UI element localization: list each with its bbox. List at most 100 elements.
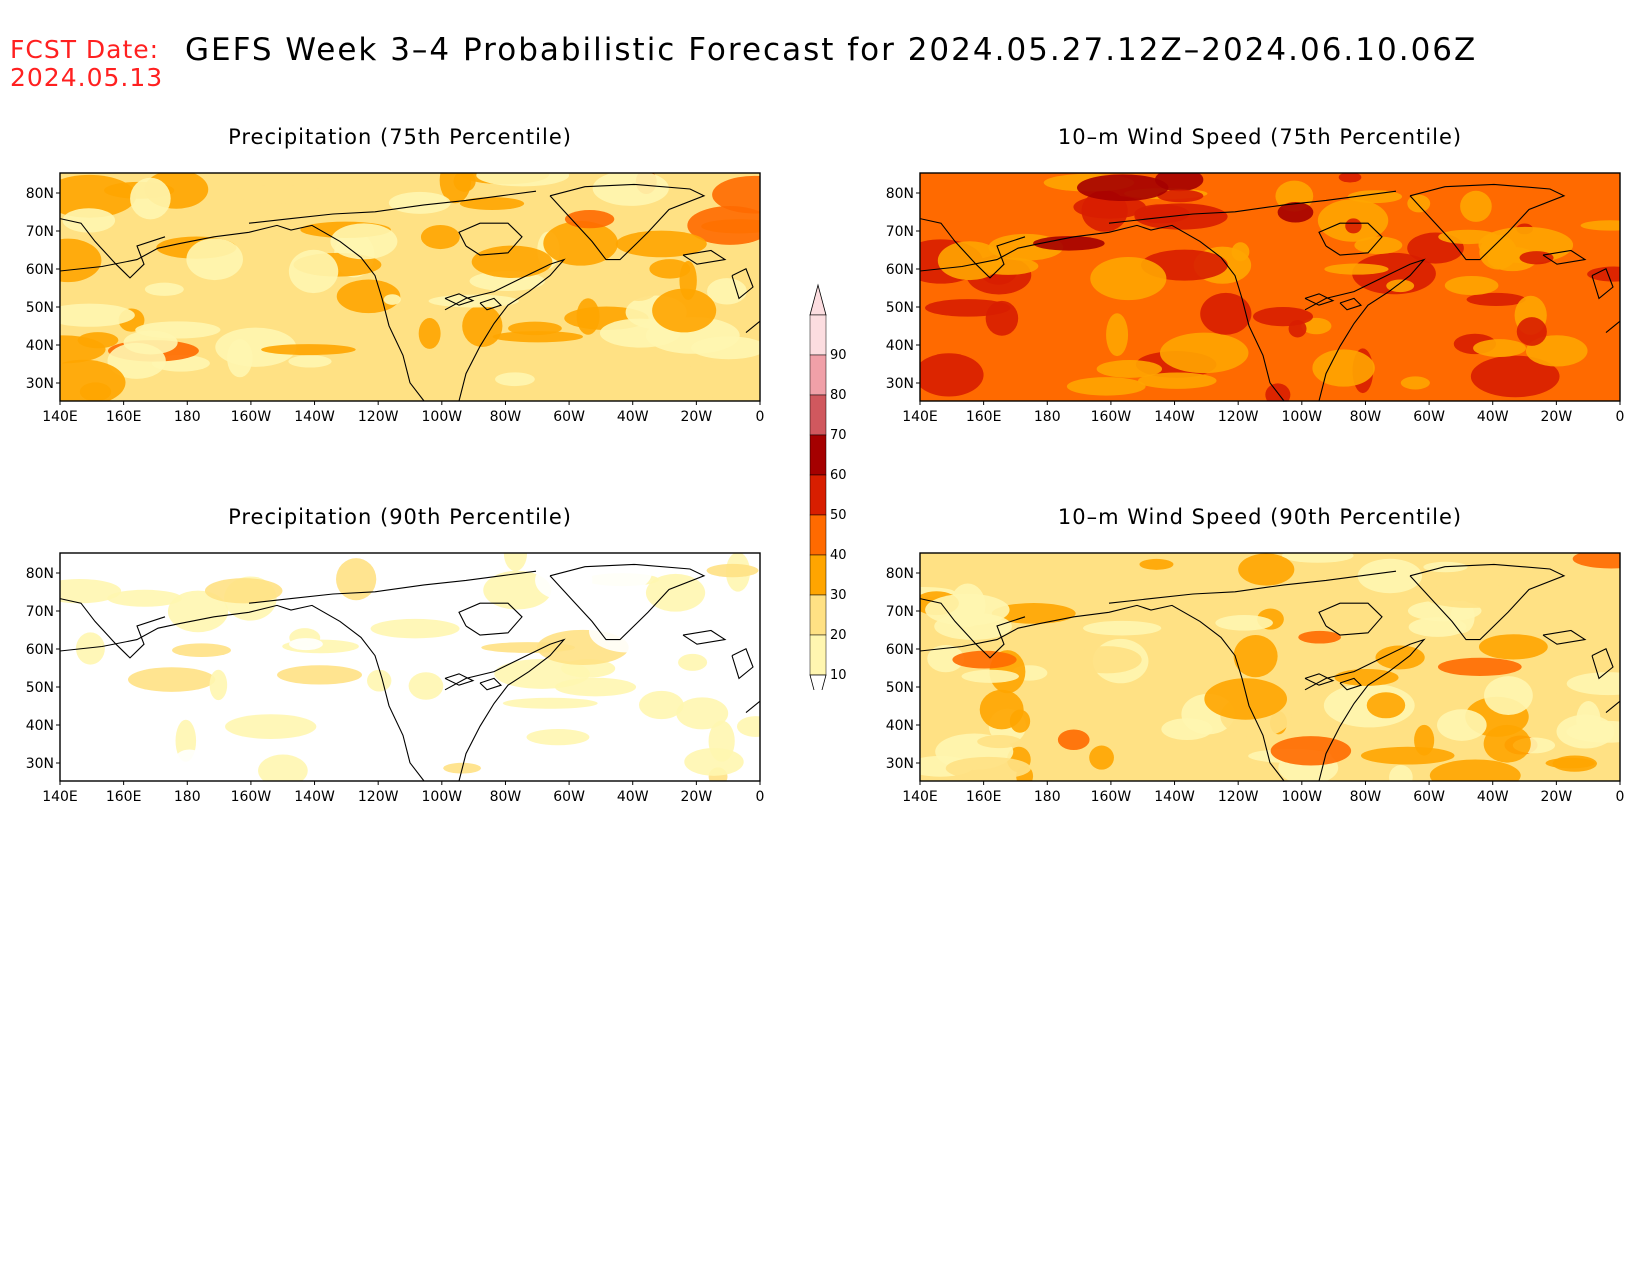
field-patch — [1253, 307, 1313, 327]
lat-tick-label: 40N — [26, 718, 54, 734]
field-patch — [429, 558, 467, 579]
lon-tick-label: 120W — [1218, 409, 1259, 425]
panel-title: 10–m Wind Speed (75th Percentile) — [1057, 125, 1463, 149]
lon-tick-label: 140E — [42, 409, 78, 425]
field-patch — [1566, 720, 1620, 743]
map-frame — [919, 172, 1621, 402]
lon-tick-label: 0 — [756, 789, 765, 805]
field-patch — [945, 756, 1031, 780]
field-patch — [481, 642, 576, 653]
lat-tick-label: 70N — [886, 224, 914, 240]
lon-tick-label: 100W — [1282, 789, 1323, 805]
field-patch — [1437, 657, 1522, 676]
coastline — [1318, 222, 1383, 256]
field-patch — [60, 335, 106, 364]
field-patch — [277, 665, 363, 685]
lon-tick-label: 40W — [1477, 409, 1509, 425]
coastline — [682, 249, 727, 265]
field-patch — [215, 327, 297, 367]
coastline — [1304, 258, 1426, 401]
lon-tick-label: 60W — [553, 409, 585, 425]
field-patch — [1089, 745, 1114, 770]
coastlines — [920, 183, 1620, 401]
field-patch — [1270, 736, 1352, 766]
legend-swatch — [809, 594, 827, 636]
field-patch — [1139, 558, 1174, 570]
coastline — [479, 297, 503, 311]
coastline — [731, 268, 754, 300]
field-patch — [1450, 600, 1475, 634]
legend-label: 40 — [830, 548, 847, 563]
coastlines — [60, 563, 760, 781]
field-patch — [289, 638, 323, 651]
field-patch — [1545, 757, 1595, 769]
lon-tick-label: 180 — [174, 409, 201, 425]
lon-tick-label: 140W — [1154, 409, 1195, 425]
coastlines — [60, 183, 760, 401]
lon-tick-label: 60W — [553, 789, 585, 805]
legend-swatch — [809, 554, 827, 596]
coastline — [444, 638, 566, 781]
map-frame — [919, 552, 1621, 782]
field-patch — [236, 185, 327, 204]
legend-swatch — [809, 514, 827, 556]
lon-tick-label: 160E — [106, 409, 142, 425]
map-frame — [59, 172, 761, 402]
field-patch — [502, 697, 598, 709]
field-patch — [1352, 252, 1436, 295]
field-patch — [712, 175, 760, 214]
field-patch — [1580, 220, 1620, 231]
field-patch — [60, 685, 76, 713]
field-patch — [107, 589, 183, 607]
coastline — [1591, 268, 1614, 300]
field-patch — [225, 714, 317, 739]
field-patch — [1301, 317, 1332, 335]
lon-tick-label: 40W — [1477, 789, 1509, 805]
coastline — [1605, 320, 1620, 334]
field-patch — [174, 749, 204, 771]
color-legend: 10 20 30 40 50 60 70 80 90 — [809, 283, 847, 690]
lat-tick-label: 80N — [26, 566, 54, 582]
coastline — [549, 183, 706, 261]
field-patch — [1334, 669, 1399, 686]
field-patch — [1429, 759, 1521, 781]
lon-tick-label: 160E — [106, 789, 142, 805]
field-patch — [615, 230, 707, 258]
field-patch — [1312, 349, 1375, 387]
lon-tick-label: 160W — [231, 409, 272, 425]
field-patch — [483, 570, 552, 610]
field-patch — [75, 632, 105, 665]
legend-label: 80 — [830, 388, 847, 403]
lon-tick-label: 180 — [174, 789, 201, 805]
field-patch — [1484, 676, 1533, 715]
coastline — [1108, 570, 1397, 604]
coastline — [745, 700, 760, 714]
legend-swatch — [809, 634, 827, 676]
field-patch — [408, 672, 444, 700]
field-patch — [1572, 553, 1620, 569]
field-patch — [706, 563, 759, 578]
field-patch — [680, 361, 747, 398]
coastline — [60, 598, 166, 659]
lon-tick-label: 0 — [1616, 789, 1625, 805]
lon-tick-label: 20W — [681, 789, 713, 805]
field-patch — [1444, 275, 1499, 296]
field-patch — [62, 208, 116, 233]
coastline — [920, 224, 1285, 401]
field-patch — [330, 223, 398, 260]
field-patch — [367, 669, 392, 692]
coastline — [458, 602, 523, 636]
lon-tick-label: 80W — [490, 409, 522, 425]
coastline — [444, 258, 566, 401]
field-patch — [127, 667, 216, 692]
coastlines — [920, 563, 1620, 781]
lon-tick-label: 140W — [294, 789, 335, 805]
field-patch — [554, 677, 637, 697]
coastline — [920, 598, 1026, 659]
lon-tick-label: 180 — [1034, 789, 1061, 805]
map-precip-75: 140E 160E 180 160W 140W 120W 100W 80W 60W 40W 20W 0… — [26, 172, 764, 425]
lon-tick-label: 120W — [1218, 789, 1259, 805]
field-patch — [383, 294, 401, 305]
field-patch — [736, 716, 760, 737]
field-patch — [1277, 202, 1314, 223]
